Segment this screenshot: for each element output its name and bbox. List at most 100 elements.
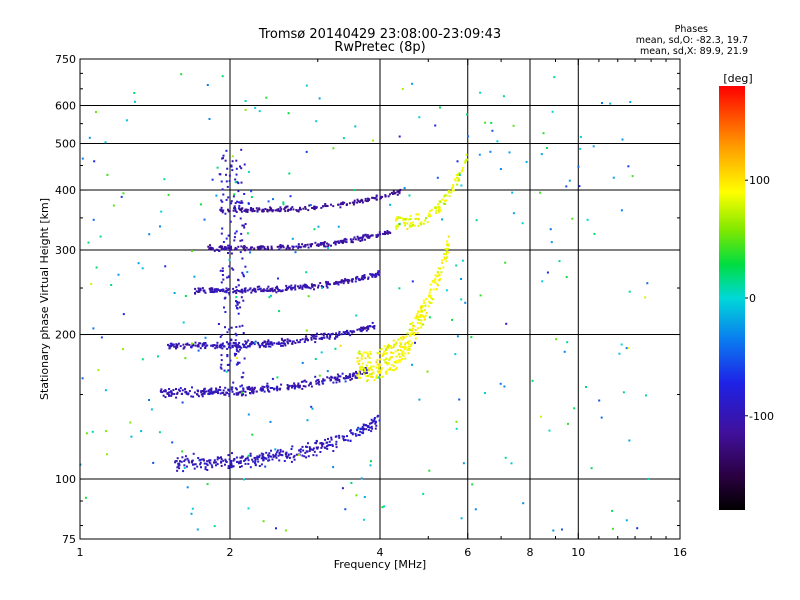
- data-point: [253, 343, 256, 346]
- data-point: [460, 184, 463, 187]
- data-point: [213, 344, 216, 346]
- data-points: [79, 73, 650, 532]
- data-point: [117, 273, 120, 276]
- data-point: [465, 153, 468, 156]
- data-point: [177, 462, 180, 465]
- data-point: [335, 440, 338, 443]
- data-point: [317, 381, 320, 384]
- data-point: [239, 462, 242, 464]
- data-point: [181, 401, 184, 404]
- data-point: [411, 342, 413, 344]
- data-point: [194, 292, 197, 295]
- data-point: [358, 237, 361, 240]
- data-point: [258, 110, 261, 113]
- data-point: [284, 529, 287, 532]
- y-tick-label: 100: [55, 473, 76, 486]
- data-point: [420, 326, 423, 329]
- data-point: [298, 287, 301, 290]
- data-point: [266, 287, 269, 290]
- data-point: [244, 457, 247, 460]
- data-point: [253, 210, 256, 212]
- data-point: [273, 289, 276, 291]
- data-point: [378, 363, 381, 366]
- data-point: [357, 433, 360, 436]
- data-point: [546, 271, 549, 274]
- data-point: [213, 525, 216, 528]
- data-point: [339, 375, 342, 378]
- data-point: [351, 241, 354, 244]
- data-point: [424, 314, 427, 317]
- data-point: [363, 277, 366, 280]
- data-point: [447, 191, 450, 194]
- data-point: [245, 246, 248, 249]
- data-point: [512, 212, 515, 215]
- data-point: [311, 335, 314, 338]
- data-point: [411, 321, 414, 324]
- data-point: [350, 431, 353, 434]
- data-point: [301, 454, 304, 457]
- data-point: [233, 236, 236, 239]
- data-point: [230, 388, 233, 391]
- data-point: [292, 456, 295, 459]
- data-point: [346, 280, 349, 283]
- data-point: [321, 445, 324, 448]
- data-point: [398, 356, 401, 358]
- data-point: [231, 169, 234, 172]
- data-point: [357, 238, 360, 241]
- data-point: [219, 389, 222, 392]
- data-point: [235, 173, 238, 176]
- data-point: [88, 136, 91, 139]
- data-point: [240, 210, 243, 213]
- data-point: [235, 456, 238, 459]
- data-point: [297, 243, 300, 246]
- data-point: [388, 359, 391, 361]
- data-point: [210, 344, 213, 347]
- data-point: [357, 427, 360, 430]
- data-point: [458, 173, 461, 176]
- data-point: [322, 379, 325, 382]
- data-point: [218, 344, 221, 347]
- data-point: [433, 206, 436, 209]
- data-point: [177, 464, 180, 467]
- data-point: [221, 344, 224, 346]
- data-point: [261, 289, 264, 292]
- data-point: [228, 174, 231, 177]
- data-point: [191, 507, 194, 510]
- data-point: [184, 455, 187, 458]
- data-point: [315, 244, 318, 247]
- data-point: [410, 225, 413, 228]
- data-point: [270, 287, 273, 290]
- data-point: [220, 199, 223, 202]
- data-point: [188, 461, 191, 464]
- data-point: [252, 207, 255, 210]
- data-point: [413, 325, 416, 328]
- data-point: [356, 429, 359, 432]
- data-point: [438, 279, 441, 282]
- data-point: [628, 290, 631, 293]
- data-point: [503, 385, 506, 388]
- data-point: [409, 222, 412, 225]
- data-point: [321, 442, 324, 445]
- data-point: [296, 384, 299, 387]
- data-point: [429, 295, 432, 297]
- data-point: [409, 215, 412, 218]
- data-point: [357, 200, 360, 203]
- data-point: [231, 452, 233, 455]
- data-point: [339, 239, 342, 242]
- data-point: [429, 301, 432, 304]
- data-point: [399, 342, 402, 345]
- data-point: [414, 316, 417, 319]
- data-point: [234, 181, 237, 184]
- data-point: [242, 388, 245, 390]
- data-point: [298, 454, 300, 457]
- data-point: [226, 355, 229, 358]
- data-point: [445, 250, 448, 253]
- data-point: [317, 378, 320, 381]
- data-point: [336, 373, 339, 376]
- data-point: [360, 353, 363, 356]
- data-point: [203, 388, 206, 390]
- data-point: [183, 467, 186, 469]
- data-point: [248, 344, 251, 347]
- data-point: [254, 463, 257, 466]
- data-point: [407, 342, 410, 345]
